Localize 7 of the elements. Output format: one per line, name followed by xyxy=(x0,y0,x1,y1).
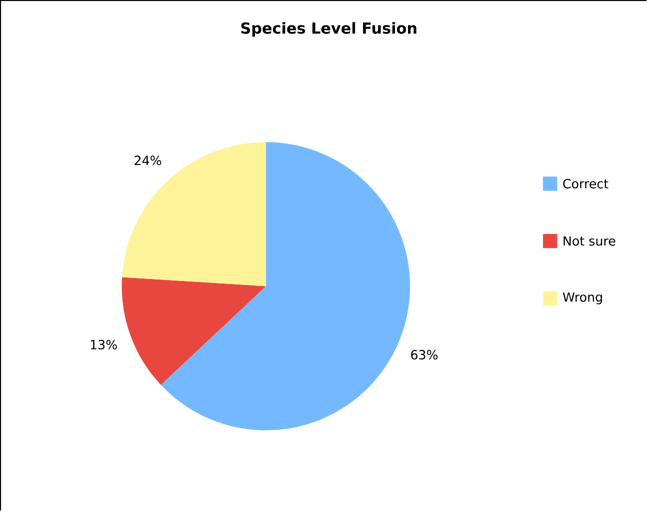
data-label: 13% xyxy=(90,340,117,350)
legend-label: Correct xyxy=(563,178,608,188)
chart-title: Species Level Fusion xyxy=(241,22,416,37)
data-label: 63% xyxy=(411,350,438,360)
data-label: 24% xyxy=(134,156,162,166)
legend-label: Wrong xyxy=(562,292,602,304)
legend-label: Not sure xyxy=(564,236,616,246)
